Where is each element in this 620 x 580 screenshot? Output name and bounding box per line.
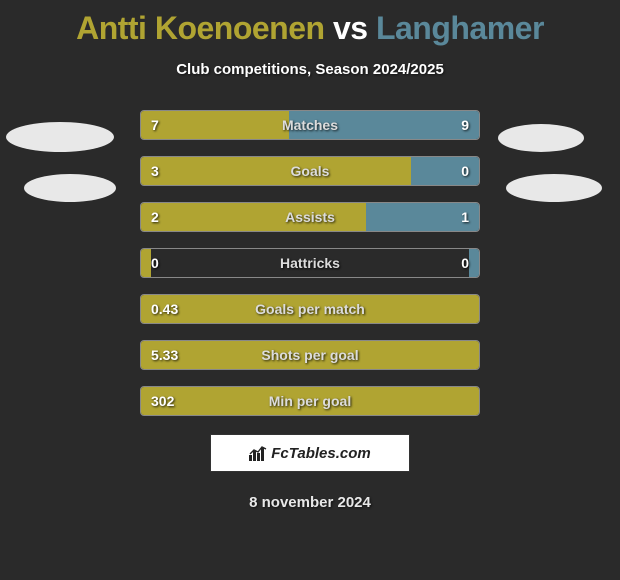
player1-name: Antti Koenoenen	[76, 10, 324, 46]
subtitle: Club competitions, Season 2024/2025	[0, 61, 620, 78]
metric-label: Goals per match	[141, 295, 479, 323]
metric-row: 5.33Shots per goal	[140, 340, 480, 370]
comparison-title: Antti Koenoenen vs Langhamer	[0, 0, 620, 47]
photo-placeholder	[6, 122, 114, 152]
photo-placeholder	[24, 174, 116, 202]
metric-label: Shots per goal	[141, 341, 479, 369]
metric-row: 00Hattricks	[140, 248, 480, 278]
vs-text: vs	[333, 10, 368, 46]
metric-label: Goals	[141, 157, 479, 185]
metric-row: 30Goals	[140, 156, 480, 186]
metrics-rows: 79Matches 30Goals 21Assists 00Hattricks 0.43…	[140, 110, 480, 416]
player2-name: Langhamer	[376, 10, 544, 46]
metric-row: 79Matches	[140, 110, 480, 140]
metric-label: Matches	[141, 111, 479, 139]
date-text: 8 november 2024	[0, 494, 620, 511]
photo-placeholder	[498, 124, 584, 152]
metric-label: Min per goal	[141, 387, 479, 415]
metric-row: 21Assists	[140, 202, 480, 232]
metric-label: Hattricks	[141, 249, 479, 277]
photo-placeholder	[506, 174, 602, 202]
source-badge: FcTables.com	[210, 434, 410, 472]
metric-row: 0.43Goals per match	[140, 294, 480, 324]
source-badge-text: FcTables.com	[271, 445, 370, 462]
chart-icon	[249, 445, 267, 461]
metric-row: 302Min per goal	[140, 386, 480, 416]
metric-label: Assists	[141, 203, 479, 231]
